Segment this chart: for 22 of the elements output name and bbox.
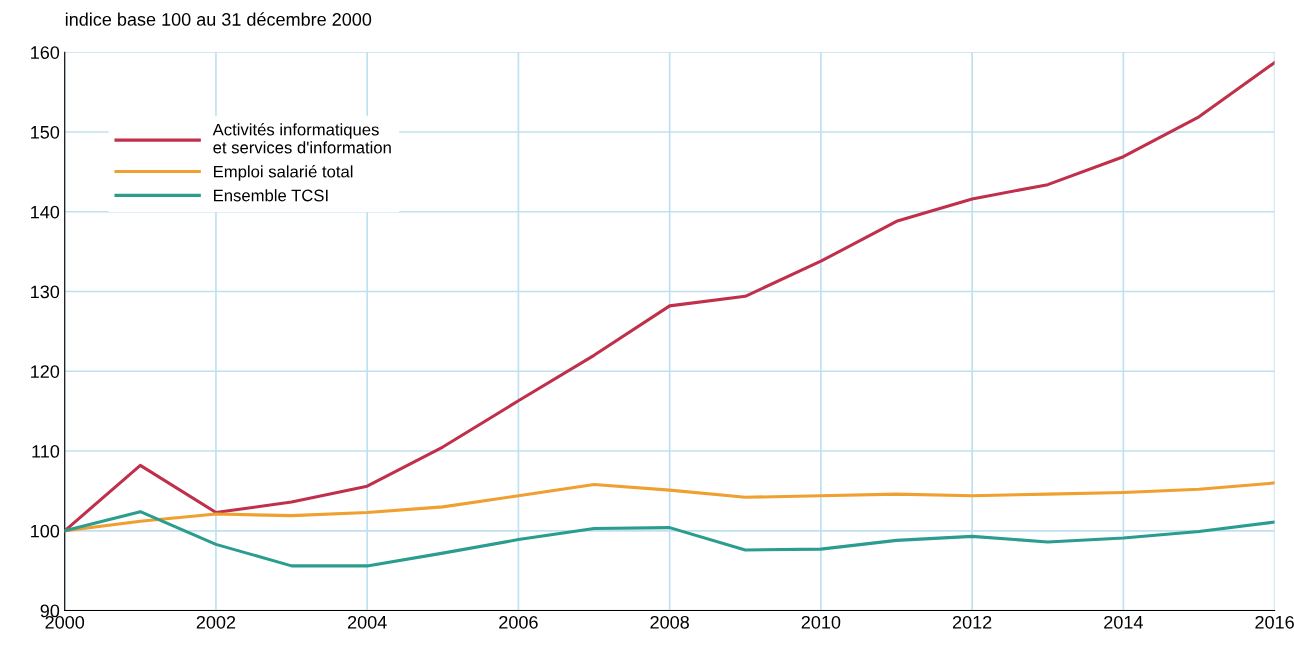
x-tick-label: 2016	[1255, 615, 1294, 629]
x-tick-label: 2008	[650, 615, 689, 629]
y-tick-label: 120	[31, 365, 60, 378]
x-tick-label: 2002	[196, 615, 236, 629]
line-series	[64, 510, 1275, 568]
y-tick-label: 140	[31, 205, 60, 219]
x-tick-label: 2010	[801, 615, 841, 629]
x-tick-label: 2012	[952, 615, 992, 629]
x-tick-label: 2014	[1104, 615, 1143, 629]
y-tick-label: 150	[31, 125, 60, 139]
legend-label: Emploi salarié total	[214, 165, 353, 181]
y-tick-label: 100	[31, 524, 60, 538]
y-tick-label: 90	[40, 604, 60, 618]
legend-label: Activités informatiques et services d'information	[212, 123, 391, 154]
y-axis-title: indice base 100 au 31 décembre 2000	[65, 12, 372, 26]
x-tick-label: 2004	[348, 615, 387, 629]
legend-label: Ensemble TCSI	[214, 189, 328, 202]
y-tick-label: 110	[32, 444, 60, 458]
x-tick-label: 2006	[499, 615, 538, 629]
y-tick-label: 160	[31, 46, 60, 59]
x-tick-label: 2000	[45, 615, 85, 629]
y-tick-label: 130	[31, 285, 60, 299]
